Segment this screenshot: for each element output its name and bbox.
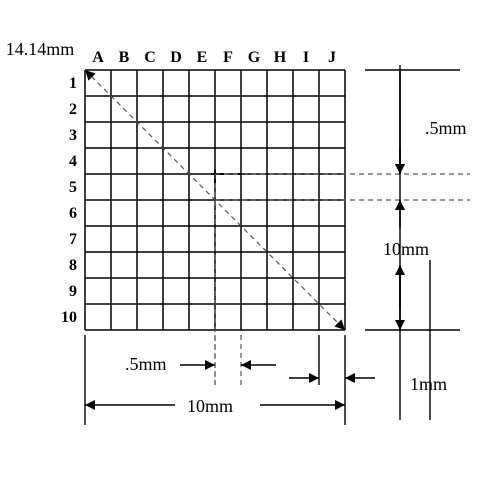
row-label: 3 <box>69 127 77 144</box>
col-label: D <box>170 49 182 66</box>
row-label: 1 <box>69 75 77 92</box>
row-label: 5 <box>69 179 77 196</box>
row-label: 4 <box>69 153 77 170</box>
row-label: 10 <box>61 309 77 326</box>
col-label: H <box>274 49 287 66</box>
col-label: J <box>328 49 336 66</box>
row-label: 7 <box>69 231 77 248</box>
col-label: E <box>197 49 208 66</box>
diagonal-label: 14.14mm <box>6 39 75 59</box>
tenmm-bottom-label: 10mm <box>187 396 233 416</box>
col-label: C <box>144 49 156 66</box>
tenmm-right-label: 10mm <box>383 239 429 259</box>
row-label: 6 <box>69 205 77 222</box>
row-label: 9 <box>69 283 77 300</box>
col-label: G <box>248 49 261 66</box>
row-label: 8 <box>69 257 77 274</box>
col-label: B <box>119 49 130 66</box>
halfmm-bottom-label: .5mm <box>125 354 167 374</box>
onemm-label: 1mm <box>410 374 447 394</box>
col-label: F <box>223 49 233 66</box>
halfmm-right-label: .5mm <box>425 118 467 138</box>
row-label: 2 <box>69 101 77 118</box>
col-label: I <box>303 49 309 66</box>
col-label: A <box>92 49 104 66</box>
